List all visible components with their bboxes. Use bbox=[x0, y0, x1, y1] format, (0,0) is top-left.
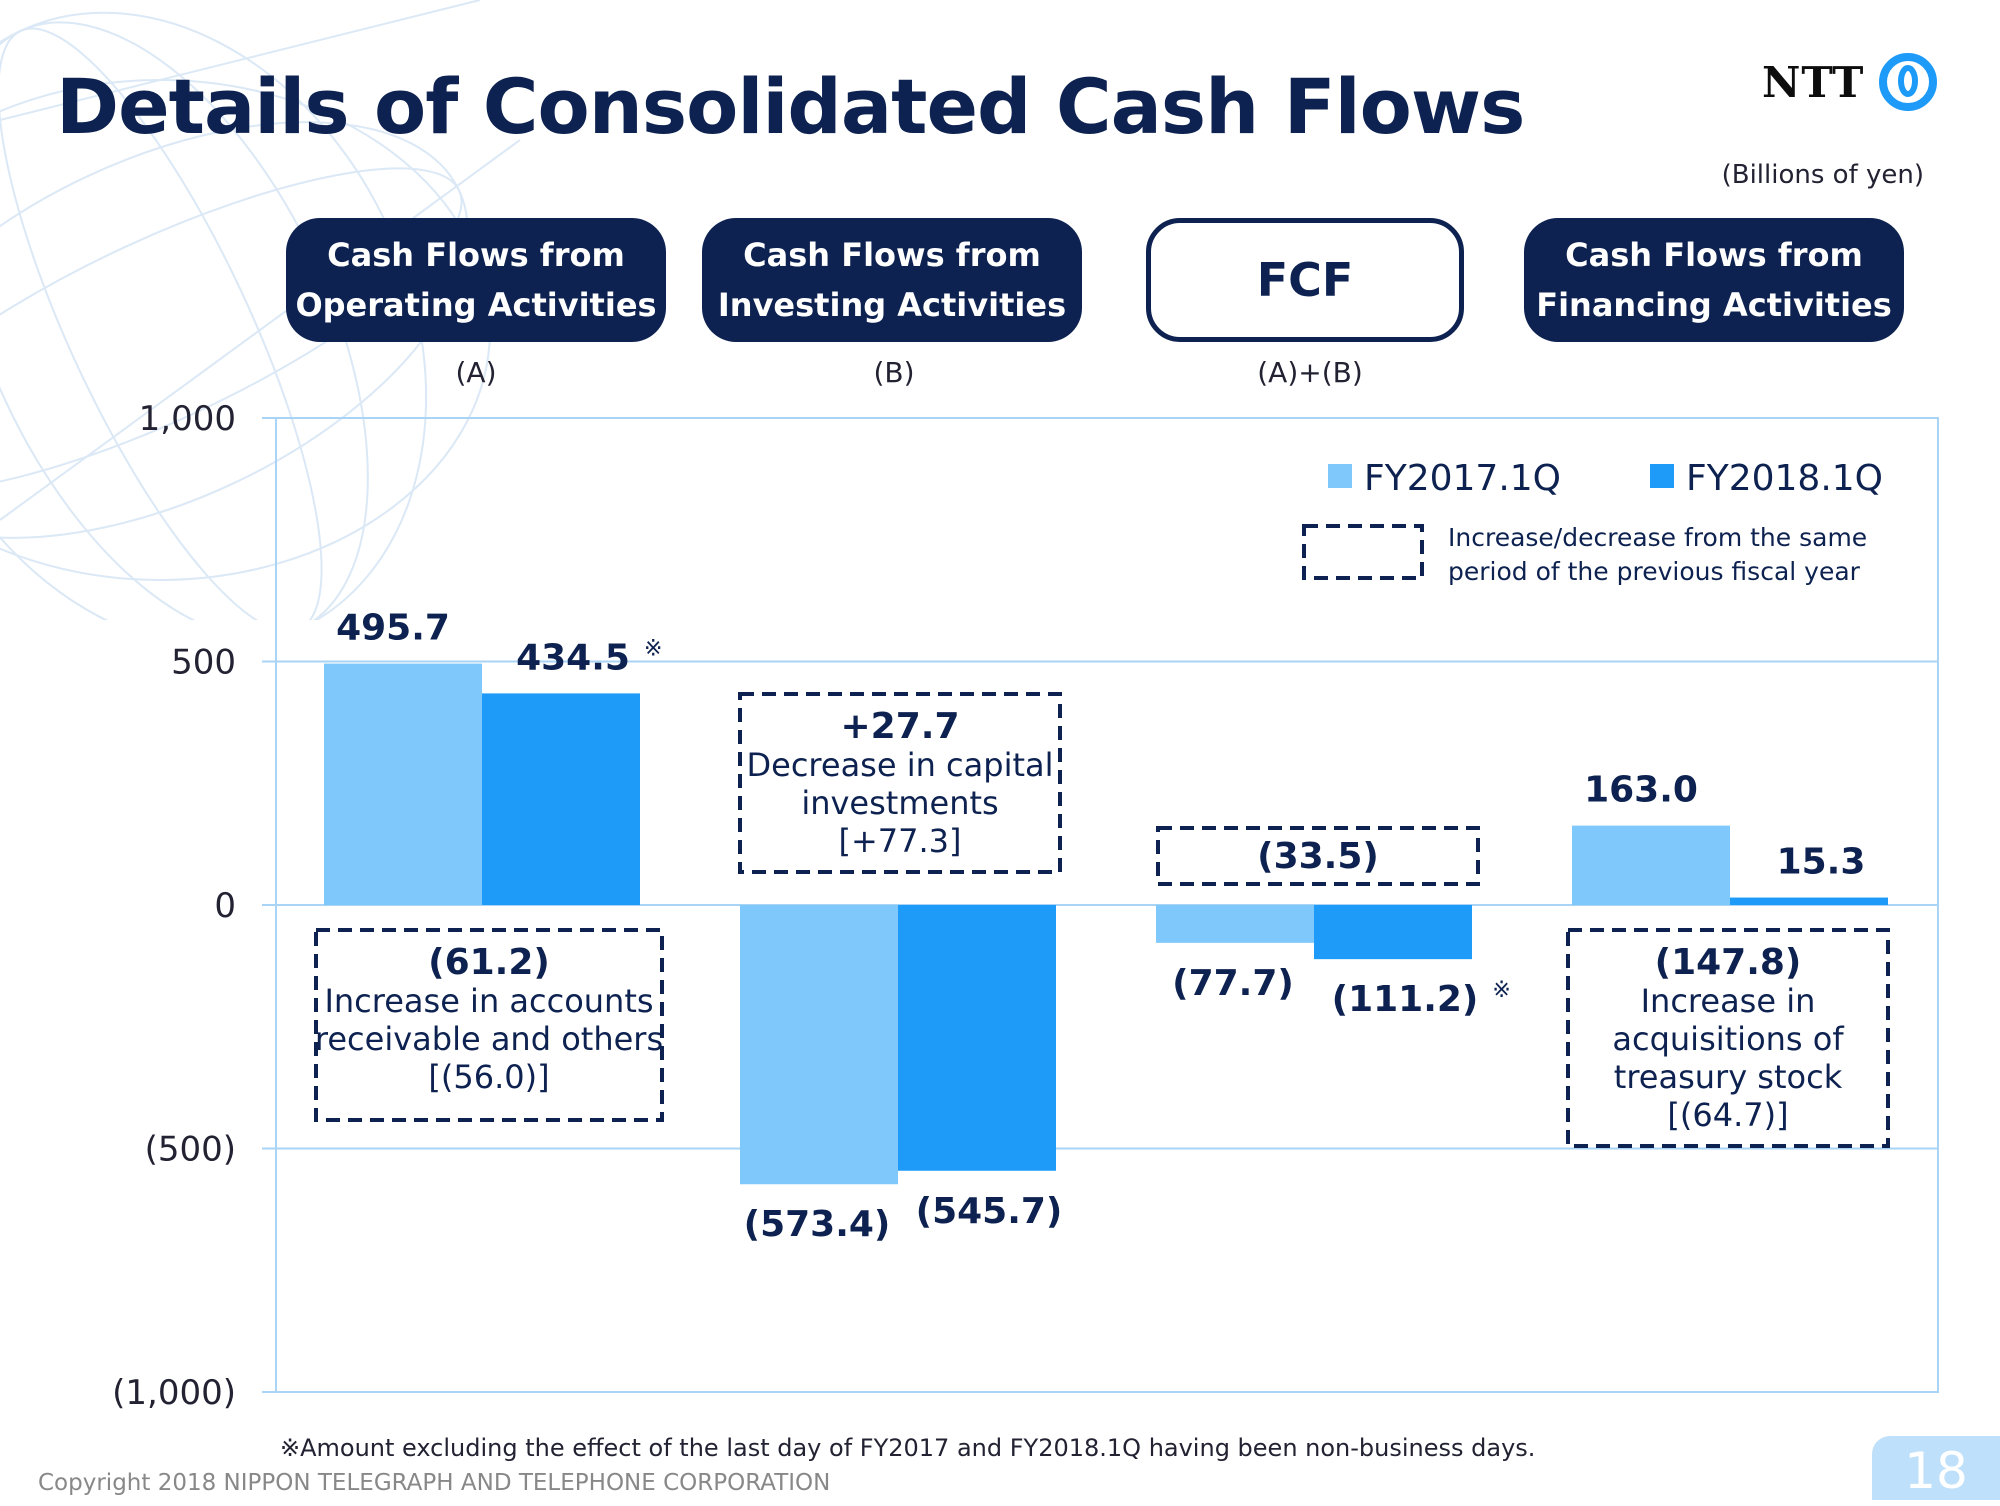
annotation-text: Increase in accounts bbox=[324, 982, 653, 1020]
legend-label: FY2017.1Q bbox=[1364, 458, 1561, 499]
ntt-ring-icon bbox=[1879, 53, 1938, 111]
sub-label-a: (A) bbox=[455, 356, 497, 389]
data-label: 163.0 bbox=[1584, 770, 1698, 811]
ntt-logo: NTT bbox=[1762, 52, 1938, 112]
legend-note: Increase/decrease from the same bbox=[1448, 523, 1867, 552]
annotation-box bbox=[1566, 928, 1890, 1148]
data-label: (111.2) bbox=[1332, 979, 1479, 1020]
data-label: 434.5 bbox=[516, 637, 630, 678]
annotation-text: [(64.7)] bbox=[1667, 1096, 1788, 1134]
footnote-marker: ※ bbox=[1492, 978, 1510, 1003]
annotation-box bbox=[314, 928, 664, 1122]
legend-swatch bbox=[1328, 464, 1352, 488]
header-financing: Cash Flows from Financing Activities bbox=[1524, 218, 1904, 342]
data-label: (545.7) bbox=[916, 1191, 1063, 1232]
sub-label-ab: (A)+(B) bbox=[1257, 356, 1363, 389]
sub-label-b: (B) bbox=[873, 356, 915, 389]
legend-swatch bbox=[1650, 464, 1674, 488]
annotation-text: investments bbox=[801, 784, 998, 822]
annotation-text: receivable and others bbox=[315, 1020, 663, 1058]
data-label: (77.7) bbox=[1172, 963, 1294, 1004]
annotation-text: Increase in bbox=[1641, 982, 1816, 1020]
annotation-box bbox=[738, 692, 1062, 874]
y-tick-label: (500) bbox=[145, 1130, 236, 1170]
annotation-text: [+77.3] bbox=[838, 822, 961, 860]
annotation-text: acquisitions of bbox=[1612, 1020, 1844, 1058]
y-tick-label: 500 bbox=[171, 643, 236, 683]
footnote: ※Amount excluding the effect of the last… bbox=[280, 1434, 1536, 1462]
data-label: 495.7 bbox=[336, 608, 450, 649]
annotation-text: +27.7 bbox=[841, 706, 960, 747]
y-tick-label: 1,000 bbox=[139, 399, 236, 439]
annotation-text: (33.5) bbox=[1257, 836, 1379, 877]
bar bbox=[1572, 825, 1730, 905]
y-tick-label: 0 bbox=[214, 886, 236, 926]
data-label: (573.4) bbox=[744, 1204, 891, 1245]
logo-text: NTT bbox=[1762, 57, 1865, 107]
bar bbox=[1314, 905, 1472, 960]
annotation-text: Decrease in capital bbox=[747, 746, 1054, 784]
annotation-text: treasury stock bbox=[1614, 1058, 1843, 1096]
header-investing: Cash Flows from Investing Activities bbox=[702, 218, 1082, 342]
unit-label: (Billions of yen) bbox=[1721, 160, 1924, 190]
bar bbox=[740, 905, 898, 1185]
legend-note: period of the previous fiscal year bbox=[1448, 557, 1861, 586]
header-fcf: FCF bbox=[1146, 218, 1464, 342]
annotation-box bbox=[1156, 826, 1480, 886]
annotation-text: (147.8) bbox=[1655, 942, 1802, 983]
bar bbox=[324, 663, 482, 905]
page-title: Details of Consolidated Cash Flows bbox=[56, 62, 1525, 151]
legend-label: FY2018.1Q bbox=[1686, 458, 1883, 499]
footnote-marker: ※ bbox=[644, 636, 662, 661]
bar bbox=[1156, 905, 1314, 943]
data-label: 15.3 bbox=[1777, 842, 1866, 883]
annotation-text: [(56.0)] bbox=[428, 1058, 549, 1096]
header-operating: Cash Flows from Operating Activities bbox=[286, 218, 666, 342]
bar bbox=[1730, 897, 1888, 905]
y-tick-label: (1,000) bbox=[112, 1373, 236, 1413]
copyright: Copyright 2018 NIPPON TELEGRAPH AND TELE… bbox=[38, 1470, 831, 1496]
annotation-text: (61.2) bbox=[428, 942, 550, 983]
bar bbox=[482, 693, 640, 905]
page-number: 18 bbox=[1872, 1436, 2000, 1500]
legend-dashed-box bbox=[1302, 524, 1424, 580]
bar bbox=[898, 905, 1056, 1171]
